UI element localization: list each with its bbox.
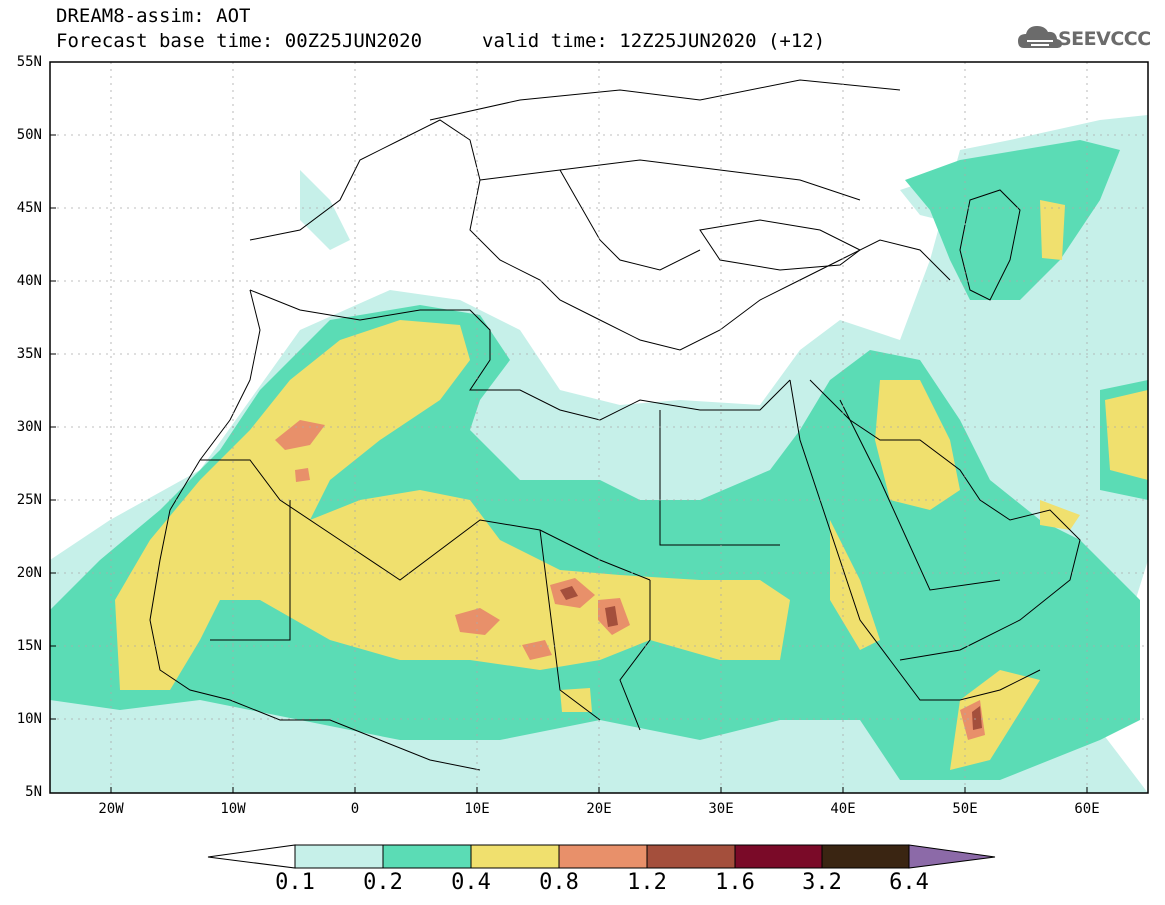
lon-label-20e: 20E <box>586 801 612 817</box>
coastline-arabia <box>809 379 1081 661</box>
colorbar-label-6.4: 6.4 <box>889 870 929 895</box>
lat-label-40n: 40N <box>16 273 42 289</box>
aot-band-0.4f <box>1040 200 1065 260</box>
aot-band-1.2a <box>560 586 578 600</box>
colorbar-label-1.2: 1.2 <box>627 870 667 895</box>
aot-band-0.8a <box>275 420 325 450</box>
colorbar-bin-3.2 <box>821 844 910 869</box>
coastline-west-africa <box>149 289 481 771</box>
aot-band-0.4d <box>950 670 1040 770</box>
lat-label-55n: 55N <box>16 54 42 70</box>
coastline-caspian <box>959 189 1021 301</box>
border-9 <box>559 169 701 271</box>
lon-label-10w: 10W <box>220 801 246 817</box>
aot-band-0.2b <box>905 140 1120 300</box>
lon-label-40e: 40E <box>830 801 856 817</box>
lon-label-30e: 30E <box>708 801 734 817</box>
coastline-black-sea <box>699 219 861 271</box>
map-frame <box>49 61 1149 794</box>
lat-label-35n: 35N <box>16 346 42 362</box>
lat-label-45n: 45N <box>16 200 42 216</box>
colorbar-label-0.1: 0.1 <box>275 870 315 895</box>
lat-label-15n: 15N <box>16 638 42 654</box>
border-7 <box>429 79 901 121</box>
colorbar-over-arrow <box>908 844 996 869</box>
border-4 <box>539 529 601 721</box>
border-5 <box>619 580 651 731</box>
aot-band-0.8b <box>455 608 500 635</box>
forecast-base-time: Forecast base time: 00Z25JUN2020 <box>56 30 423 52</box>
coastline-europe <box>249 119 951 351</box>
aot-band-0.4 <box>115 320 790 690</box>
colorbar-bin-0.4 <box>470 844 560 869</box>
colorbar-label-3.2: 3.2 <box>802 870 842 895</box>
aot-band-1.2b <box>605 606 618 627</box>
lat-label-30n: 30N <box>16 419 42 435</box>
lat-label-25n: 25N <box>16 492 42 508</box>
border-3 <box>210 500 291 641</box>
aot-band-0.4b <box>875 380 960 510</box>
aot-band-0.8e <box>522 640 552 660</box>
aot-band-0.4e <box>830 520 880 650</box>
graticule <box>50 62 1148 793</box>
lon-label-60e: 60E <box>1074 801 1100 817</box>
aot-band-0.8g <box>295 468 310 482</box>
colorbar-under-arrow <box>207 844 296 869</box>
lon-label-10e: 10E <box>464 801 490 817</box>
colorbar-label-0.4: 0.4 <box>451 870 491 895</box>
aot-band-0.4c <box>1040 500 1080 530</box>
colorbar-bin-0.2 <box>382 844 472 869</box>
coastlines <box>149 79 1081 771</box>
colorbar-bin-1.6 <box>734 844 823 869</box>
border-2 <box>659 410 780 546</box>
lat-label-5n: 5N <box>25 784 42 800</box>
aot-band-0.4h <box>560 688 592 712</box>
colorbar-label-1.6: 1.6 <box>715 870 755 895</box>
colorbar-bin-0.8 <box>558 844 648 869</box>
border-6 <box>839 399 1001 591</box>
axis-ticks <box>50 61 1088 794</box>
colorbar-bin-0.1 <box>294 844 384 869</box>
border-1 <box>200 459 651 581</box>
cloud-icon <box>1018 26 1062 48</box>
coastline-red-sea <box>789 379 1041 701</box>
valid-time: valid time: 12Z25JUN2020 (+12) <box>482 30 826 52</box>
lon-label-50e: 50E <box>952 801 978 817</box>
colorbar-label-0.8: 0.8 <box>539 870 579 895</box>
colorbar-bin-1.2 <box>646 844 736 869</box>
coastline-north-africa <box>249 289 791 421</box>
aot-band-0.1c <box>300 170 350 250</box>
lat-label-50n: 50N <box>16 127 42 143</box>
colorbar-label-0.2: 0.2 <box>363 870 403 895</box>
lon-label-20w: 20W <box>98 801 124 817</box>
map-title: DREAM8-assim: AOT <box>56 5 251 27</box>
aot-band-0.4g <box>1105 390 1148 480</box>
colorbar <box>207 844 996 869</box>
logo-text: SEEVCCC <box>1058 28 1151 50</box>
border-8 <box>479 159 861 201</box>
lat-label-10n: 10N <box>16 711 42 727</box>
lon-label-0: 0 <box>350 801 360 817</box>
lat-label-20n: 20N <box>16 565 42 581</box>
aot-band-1.2c <box>972 706 982 730</box>
